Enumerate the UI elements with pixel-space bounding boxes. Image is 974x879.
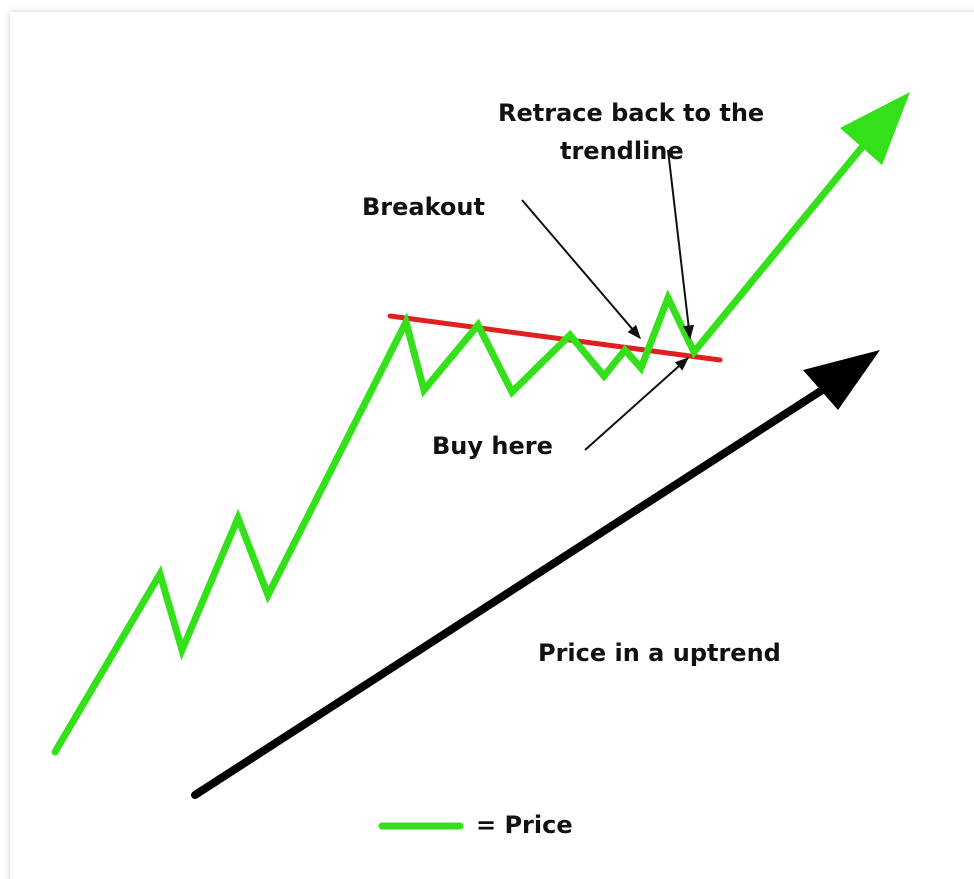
retrace-label: Retrace back to the [498, 99, 764, 127]
breakout-label: Breakout [362, 193, 485, 221]
legend-label: = Price [476, 811, 573, 839]
retrace-pointer [667, 149, 695, 340]
price-line [51, 131, 876, 756]
trend-arrow-shaft [191, 381, 834, 799]
trend-label: Price in a uptrend [538, 639, 781, 667]
buy-pointer [584, 357, 690, 451]
buy-label: Buy here [432, 432, 553, 460]
price-arrow-head [840, 92, 910, 165]
retrace-label: trendline [560, 137, 684, 165]
trendline [387, 313, 723, 363]
breakout-pointer [521, 199, 641, 340]
card [10, 12, 974, 879]
trend-arrow-head [803, 350, 880, 410]
